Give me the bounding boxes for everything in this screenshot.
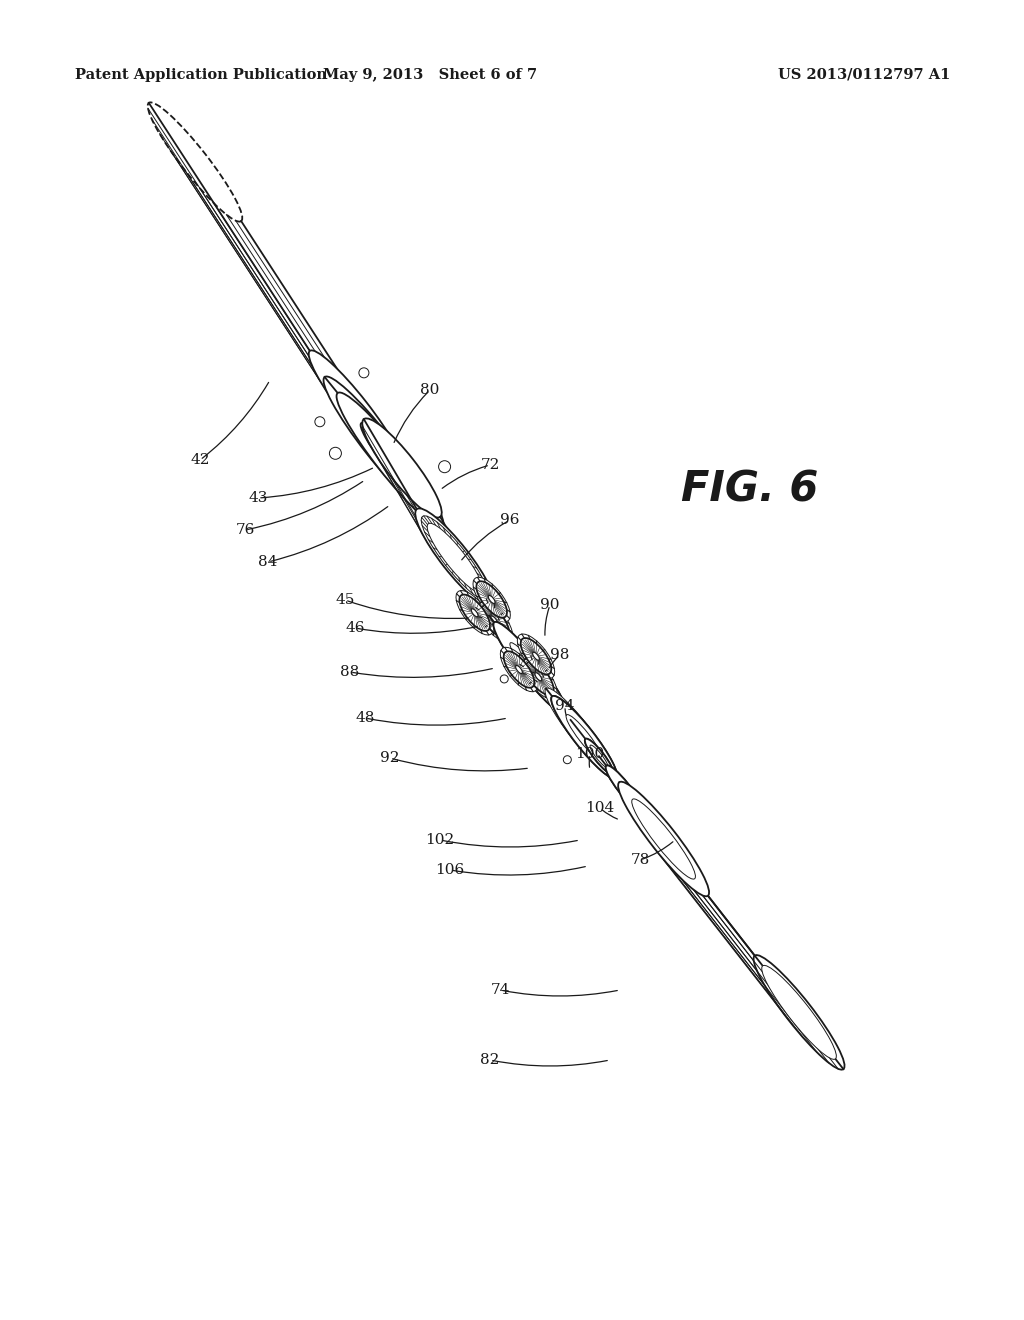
Text: 84: 84 <box>258 554 278 569</box>
Text: US 2013/0112797 A1: US 2013/0112797 A1 <box>777 69 950 82</box>
Text: 72: 72 <box>480 458 500 473</box>
Ellipse shape <box>362 418 441 517</box>
Ellipse shape <box>521 638 551 675</box>
Ellipse shape <box>535 673 542 681</box>
Ellipse shape <box>618 781 709 896</box>
Ellipse shape <box>532 652 540 660</box>
Text: 104: 104 <box>586 801 614 814</box>
Polygon shape <box>546 689 616 779</box>
Ellipse shape <box>641 810 662 836</box>
Ellipse shape <box>563 756 571 764</box>
Ellipse shape <box>358 368 369 378</box>
Ellipse shape <box>762 965 837 1060</box>
Ellipse shape <box>490 616 498 624</box>
Ellipse shape <box>632 799 695 879</box>
Ellipse shape <box>330 447 341 459</box>
Polygon shape <box>489 616 565 714</box>
Text: 94: 94 <box>555 700 574 713</box>
Ellipse shape <box>510 643 550 693</box>
Polygon shape <box>599 756 641 810</box>
Ellipse shape <box>606 766 641 810</box>
Polygon shape <box>342 392 391 455</box>
Ellipse shape <box>379 430 389 441</box>
Polygon shape <box>519 653 550 693</box>
Text: 96: 96 <box>501 513 520 527</box>
Ellipse shape <box>460 594 489 631</box>
Ellipse shape <box>339 389 373 430</box>
Ellipse shape <box>324 376 430 512</box>
Ellipse shape <box>504 651 535 688</box>
Ellipse shape <box>494 622 566 714</box>
Ellipse shape <box>523 659 554 694</box>
Text: 100: 100 <box>575 747 604 762</box>
Ellipse shape <box>494 622 566 714</box>
Ellipse shape <box>421 516 488 601</box>
Ellipse shape <box>478 602 509 638</box>
Ellipse shape <box>488 595 495 603</box>
Text: 102: 102 <box>425 833 455 847</box>
Polygon shape <box>148 103 402 469</box>
Polygon shape <box>607 767 662 836</box>
Ellipse shape <box>473 577 510 622</box>
Text: 106: 106 <box>435 863 465 876</box>
Ellipse shape <box>337 392 443 528</box>
Text: 74: 74 <box>490 983 510 997</box>
Ellipse shape <box>476 581 507 618</box>
Ellipse shape <box>438 461 451 473</box>
Ellipse shape <box>545 688 611 771</box>
Ellipse shape <box>365 421 392 455</box>
Ellipse shape <box>527 665 550 693</box>
Text: 90: 90 <box>541 598 560 612</box>
Text: 46: 46 <box>345 620 365 635</box>
Text: 78: 78 <box>631 853 649 867</box>
Ellipse shape <box>416 508 495 607</box>
Text: 76: 76 <box>236 523 255 537</box>
Ellipse shape <box>551 696 617 779</box>
Text: 45: 45 <box>335 593 354 607</box>
Ellipse shape <box>365 421 392 455</box>
Text: May 9, 2013   Sheet 6 of 7: May 9, 2013 Sheet 6 of 7 <box>323 69 537 82</box>
Ellipse shape <box>519 655 557 700</box>
Ellipse shape <box>585 739 613 774</box>
Ellipse shape <box>527 665 550 693</box>
Ellipse shape <box>754 956 845 1069</box>
Polygon shape <box>364 420 494 607</box>
Polygon shape <box>570 719 612 774</box>
Ellipse shape <box>471 609 478 616</box>
Text: 98: 98 <box>550 648 569 663</box>
Text: 42: 42 <box>190 453 210 467</box>
Text: 88: 88 <box>340 665 359 678</box>
Ellipse shape <box>517 634 555 678</box>
Ellipse shape <box>147 103 243 222</box>
Ellipse shape <box>607 767 628 793</box>
Ellipse shape <box>360 422 420 498</box>
Text: 92: 92 <box>380 751 399 766</box>
Ellipse shape <box>516 665 522 673</box>
Text: Patent Application Publication: Patent Application Publication <box>75 69 327 82</box>
Text: 48: 48 <box>355 711 375 725</box>
Ellipse shape <box>427 523 482 593</box>
Text: 80: 80 <box>420 383 439 397</box>
Ellipse shape <box>501 675 508 682</box>
Ellipse shape <box>501 647 538 692</box>
Text: 82: 82 <box>480 1053 500 1067</box>
Ellipse shape <box>456 590 494 635</box>
Ellipse shape <box>590 744 608 767</box>
Polygon shape <box>325 378 442 527</box>
Ellipse shape <box>585 739 613 774</box>
Ellipse shape <box>566 714 602 760</box>
Ellipse shape <box>641 810 662 836</box>
Ellipse shape <box>314 417 325 426</box>
Ellipse shape <box>308 350 403 470</box>
Text: 43: 43 <box>248 491 267 506</box>
Polygon shape <box>620 783 844 1069</box>
Ellipse shape <box>606 766 641 810</box>
Text: FIG. 6: FIG. 6 <box>681 469 818 511</box>
Ellipse shape <box>475 598 513 643</box>
Ellipse shape <box>551 696 617 779</box>
